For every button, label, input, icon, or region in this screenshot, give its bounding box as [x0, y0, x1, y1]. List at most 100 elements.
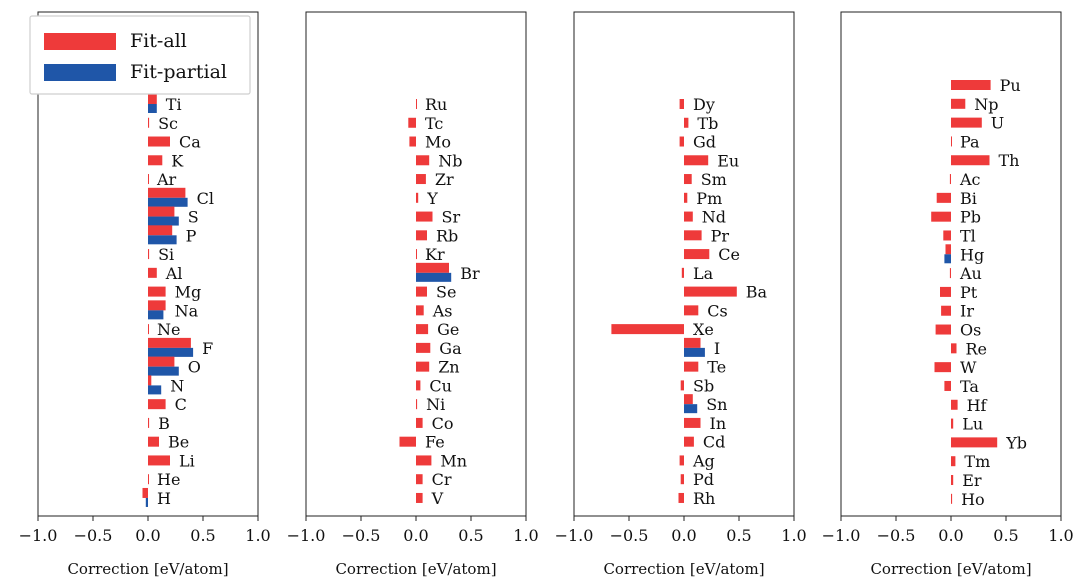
bar-fit-all-Fe — [399, 436, 416, 447]
element-label-Ru: Ru — [425, 95, 447, 114]
bar-fit-all-P — [148, 225, 173, 236]
element-label-Dy: Dy — [693, 95, 715, 114]
bar-fit-all-Pa — [951, 136, 952, 147]
bar-fit-all-Ca — [148, 136, 170, 147]
bar-fit-all-Ba — [684, 286, 737, 297]
legend-label-fit-all: Fit-all — [130, 30, 187, 52]
bar-fit-all-Y — [416, 192, 419, 203]
bar-fit-all-Co — [416, 417, 423, 428]
bar-fit-all-La — [681, 267, 684, 278]
bar-fit-all-Br — [416, 262, 449, 273]
bar-fit-all-Sb — [680, 380, 684, 391]
bar-fit-all-Pt — [940, 286, 951, 297]
element-label-Pt: Pt — [960, 283, 978, 302]
bar-fit-all-Nb — [416, 155, 430, 166]
element-label-Sc: Sc — [158, 114, 178, 133]
element-label-Tb: Tb — [697, 114, 718, 133]
bar-fit-all-Na — [148, 300, 166, 311]
bar-fit-all-As — [416, 305, 424, 316]
element-label-He: He — [157, 470, 180, 489]
bar-fit-all-Th — [951, 155, 990, 166]
bar-fit-all-Se — [416, 286, 427, 297]
bar-fit-all-Ce — [684, 249, 710, 260]
bar-fit-all-K — [148, 155, 163, 166]
bar-fit-all-Zn — [416, 361, 430, 372]
bar-fit-all-Ac — [949, 174, 951, 185]
element-label-In: In — [710, 414, 727, 433]
bar-fit-all-W — [934, 362, 951, 373]
element-label-Zn: Zn — [438, 358, 459, 377]
element-label-Np: Np — [974, 95, 998, 114]
element-label-V: V — [431, 489, 444, 508]
element-label-Au: Au — [959, 264, 982, 283]
element-label-Rb: Rb — [436, 226, 458, 245]
element-label-P: P — [186, 226, 197, 245]
element-label-Al: Al — [165, 264, 183, 283]
bar-fit-all-Ar — [148, 174, 149, 185]
element-label-La: La — [693, 264, 714, 283]
element-label-W: W — [960, 358, 977, 377]
bar-fit-all-Tl — [943, 230, 951, 241]
x-tick-label: 0.5 — [458, 526, 483, 545]
element-label-Mo: Mo — [425, 133, 451, 152]
element-label-Br: Br — [460, 264, 480, 283]
x-tick-label: 0.5 — [993, 526, 1018, 545]
bar-fit-partial-Sn — [684, 404, 698, 414]
element-label-N: N — [170, 376, 184, 395]
bar-fit-all-Tc — [408, 117, 416, 128]
bar-fit-all-Rb — [416, 230, 427, 241]
bar-fit-all-Sn — [684, 394, 693, 405]
element-label-Lu: Lu — [962, 415, 983, 434]
bar-fit-all-Hg — [945, 244, 951, 255]
legend-swatch-fit-all — [44, 33, 116, 50]
element-label-Cs: Cs — [707, 301, 727, 320]
bar-fit-all-Hf — [951, 399, 958, 410]
element-label-Ni: Ni — [426, 395, 445, 414]
element-label-Er: Er — [962, 471, 982, 490]
bar-fit-all-H — [142, 487, 148, 498]
bar-fit-all-Dy — [679, 99, 684, 109]
element-label-Bi: Bi — [960, 189, 977, 208]
x-tick-label: −0.5 — [610, 526, 649, 545]
bar-fit-partial-Na — [148, 310, 164, 320]
element-label-Cd: Cd — [703, 433, 725, 452]
element-label-Cl: Cl — [197, 189, 214, 208]
bar-fit-all-Au — [949, 268, 951, 279]
bar-fit-all-Re — [951, 343, 957, 354]
x-tick-label: 1.0 — [781, 526, 806, 545]
bar-fit-all-O — [148, 356, 175, 367]
bar-fit-all-Ru — [416, 99, 417, 109]
element-label-Pa: Pa — [960, 132, 980, 151]
element-label-Ta: Ta — [960, 377, 979, 396]
bar-fit-all-He — [148, 474, 149, 485]
bar-fit-partial-Ti — [148, 104, 157, 113]
bar-fit-all-Cs — [684, 305, 699, 316]
bar-fit-all-Pd — [680, 474, 684, 485]
element-label-Li: Li — [179, 451, 195, 470]
bar-fit-all-Cr — [416, 474, 423, 485]
element-label-Pu: Pu — [1000, 76, 1021, 95]
bar-fit-all-Mn — [416, 455, 432, 466]
bar-fit-all-Sc — [148, 117, 150, 128]
bar-fit-all-Er — [951, 475, 954, 486]
bar-fit-all-Tm — [951, 456, 956, 467]
bar-fit-all-Ne — [148, 324, 149, 335]
bar-fit-all-Al — [148, 267, 157, 278]
element-label-Te: Te — [707, 358, 726, 377]
bar-fit-all-Ta — [944, 380, 951, 391]
bar-fit-all-Np — [951, 98, 966, 109]
element-label-Gd: Gd — [693, 133, 716, 152]
bar-fit-partial-Br — [416, 272, 452, 282]
bar-fit-all-Si — [148, 249, 150, 260]
bar-fit-all-Pm — [684, 192, 688, 203]
element-label-Mg: Mg — [175, 283, 202, 302]
element-label-Si: Si — [158, 245, 174, 264]
bar-fit-partial-Hg — [944, 254, 951, 264]
bar-fit-all-Pr — [684, 230, 702, 241]
bar-fit-all-Nd — [684, 211, 693, 222]
element-label-Ar: Ar — [156, 170, 177, 189]
